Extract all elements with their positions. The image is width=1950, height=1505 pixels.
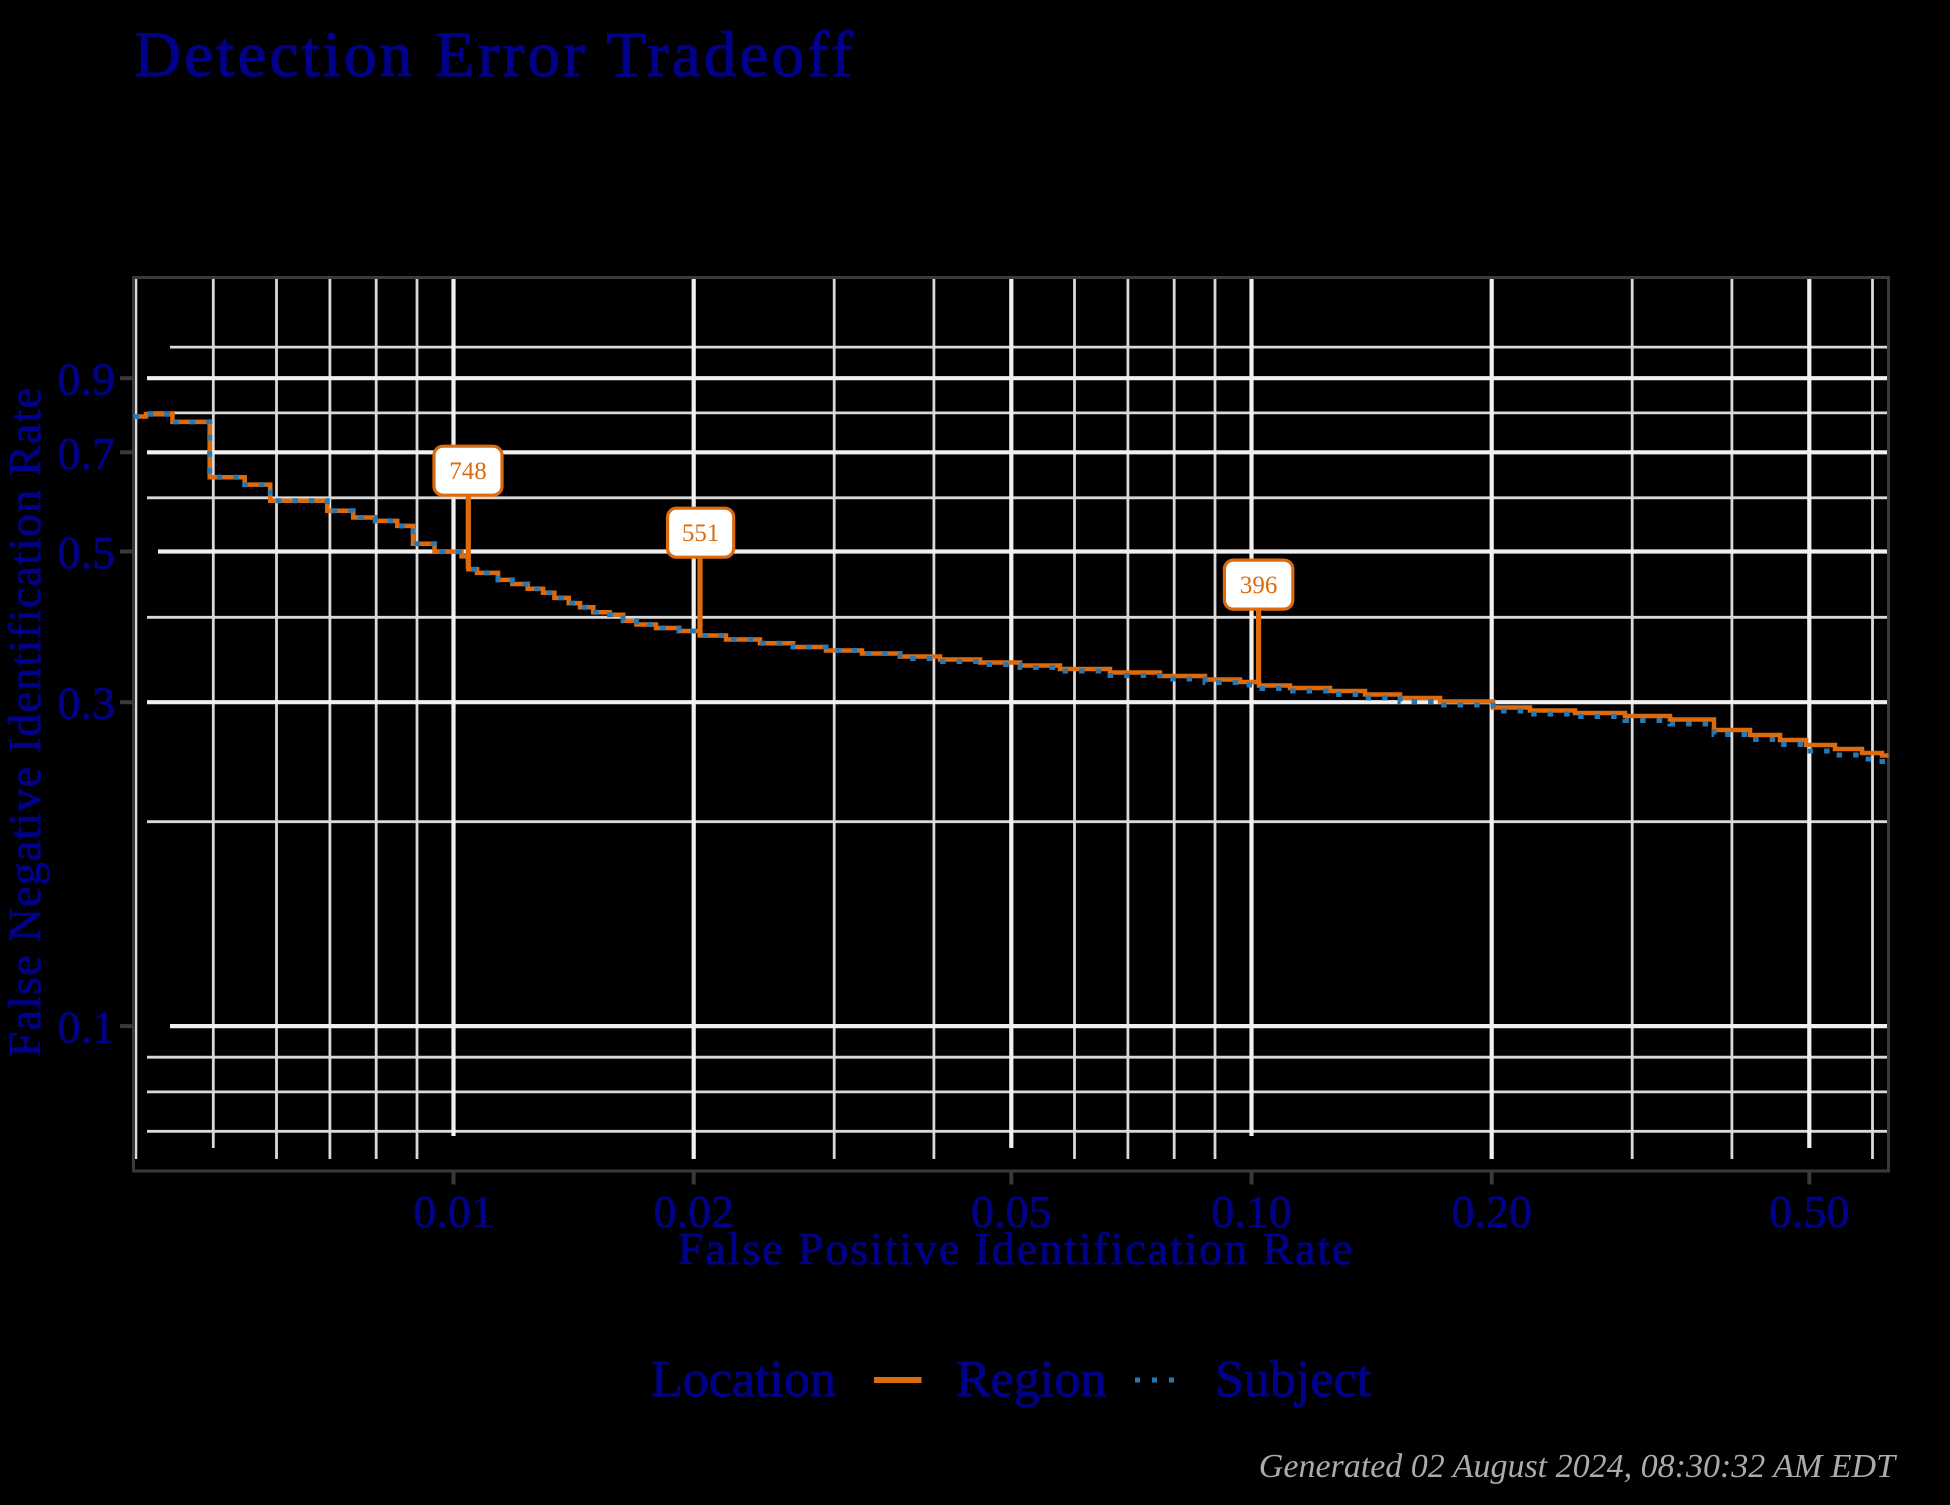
svg-text:False Positive Identification: False Positive Identification Rate bbox=[678, 1223, 1355, 1274]
svg-text:0.3: 0.3 bbox=[58, 678, 116, 729]
svg-text:Subject: Subject bbox=[1215, 1351, 1372, 1408]
svg-text:Detection Error Tradeoff: Detection Error Tradeoff bbox=[134, 19, 856, 91]
svg-text:0.9: 0.9 bbox=[58, 354, 116, 405]
svg-text:0.02: 0.02 bbox=[653, 1186, 734, 1237]
svg-text:0.1: 0.1 bbox=[58, 1002, 116, 1053]
svg-text:False Negative Identification: False Negative Identification Rate bbox=[0, 387, 50, 1058]
svg-text:748: 748 bbox=[449, 458, 487, 485]
svg-text:0.50: 0.50 bbox=[1769, 1186, 1850, 1237]
svg-text:0.7: 0.7 bbox=[58, 428, 116, 479]
svg-text:396: 396 bbox=[1240, 572, 1278, 599]
svg-text:0.01: 0.01 bbox=[413, 1186, 494, 1237]
svg-text:Region: Region bbox=[956, 1351, 1106, 1408]
svg-text:0.10: 0.10 bbox=[1211, 1186, 1292, 1237]
svg-text:0.20: 0.20 bbox=[1451, 1186, 1532, 1237]
svg-text:0.5: 0.5 bbox=[58, 527, 116, 578]
svg-text:Generated 02 August 2024, 08:3: Generated 02 August 2024, 08:30:32 AM ED… bbox=[1259, 1448, 1897, 1485]
svg-text:Location: Location bbox=[651, 1351, 836, 1408]
svg-text:0.05: 0.05 bbox=[971, 1186, 1052, 1237]
svg-text:551: 551 bbox=[682, 520, 720, 547]
